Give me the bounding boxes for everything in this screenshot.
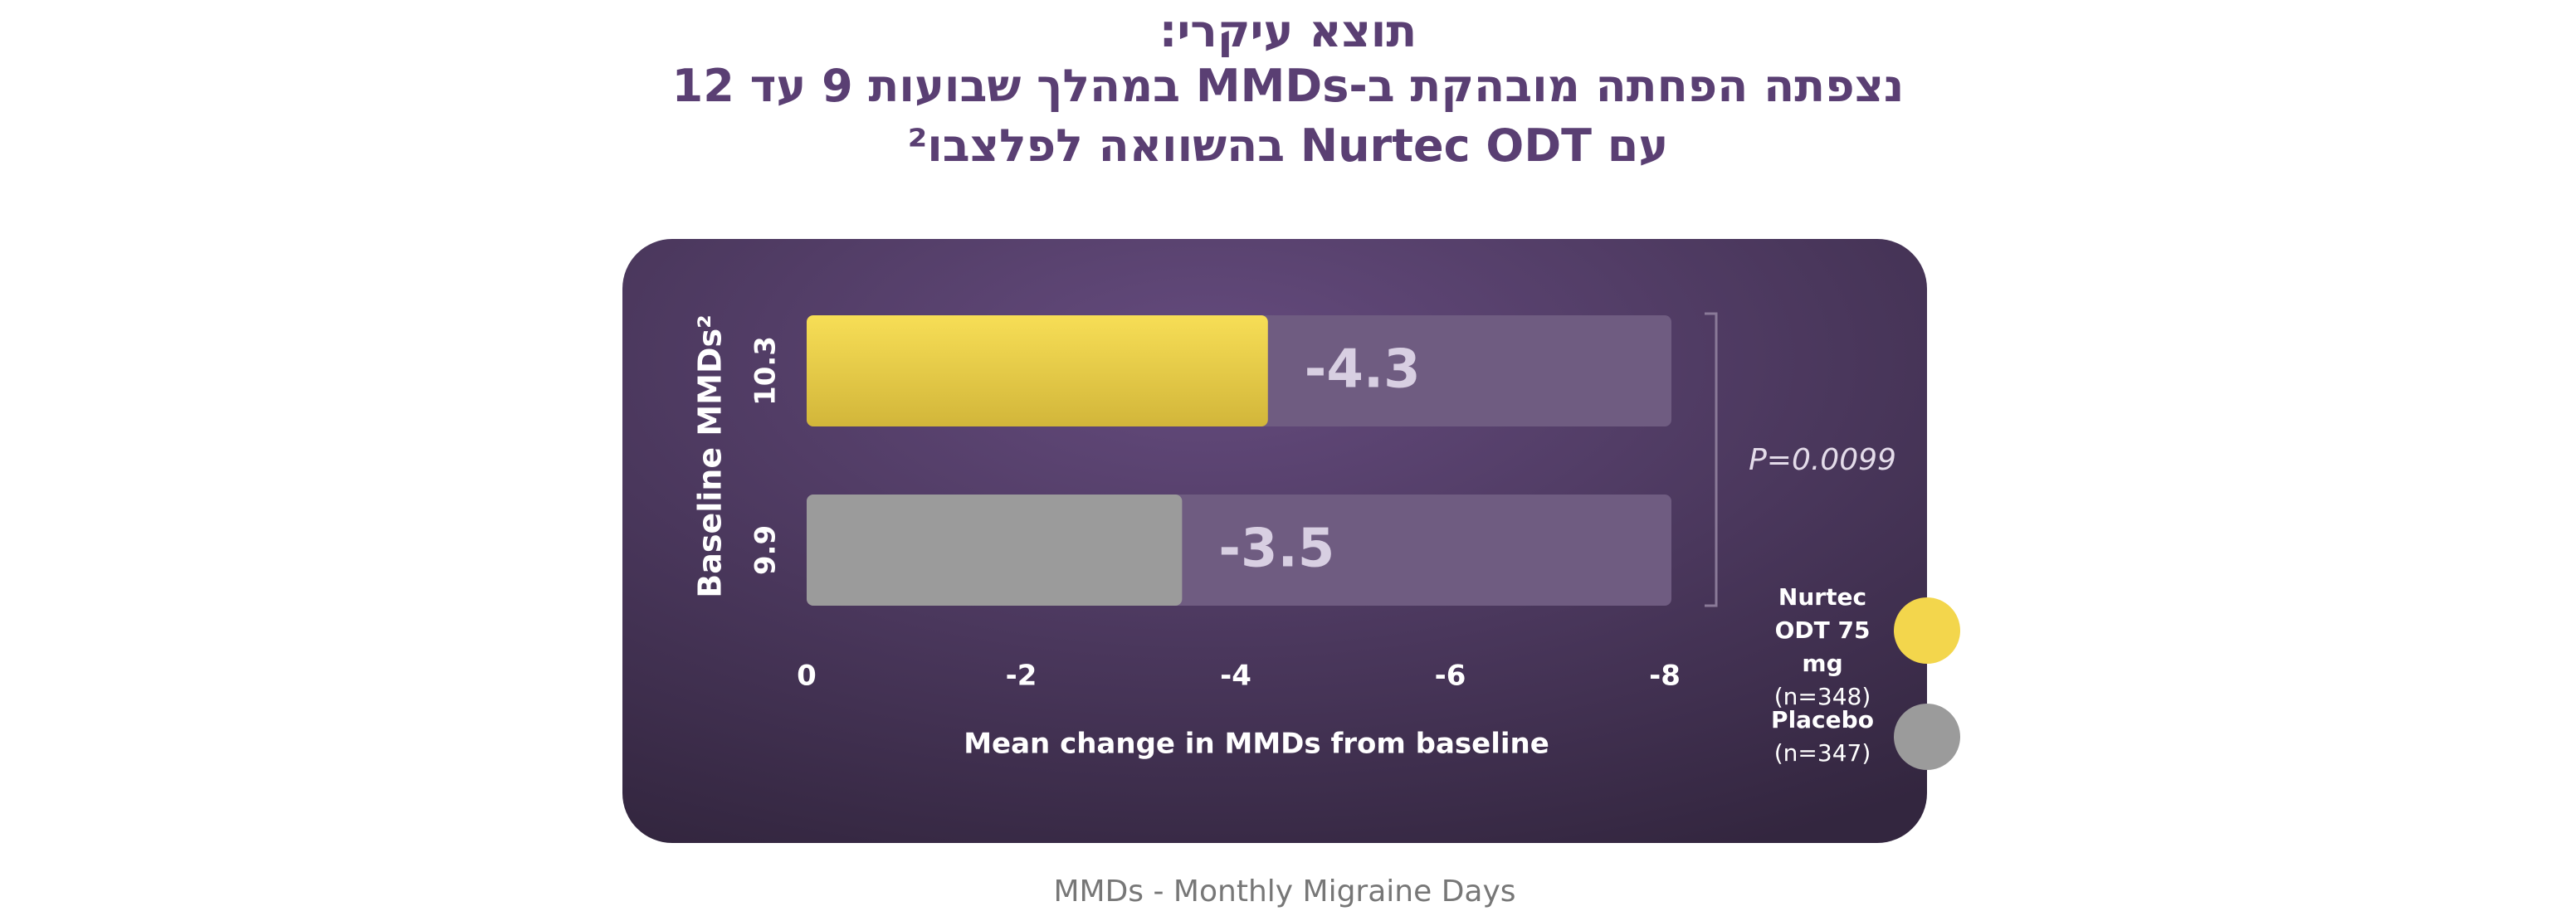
y-axis-label: Baseline MMDs² [692, 314, 729, 598]
baseline-label: 9.9 [749, 525, 783, 575]
x-axis-label: Mean change in MMDs from baseline [964, 728, 1549, 761]
x-tick-label: -4 [1220, 660, 1251, 693]
x-tick-label: -2 [1006, 660, 1037, 693]
legend-entry: Nurtec ODT 75 mg (n=348) [1731, 581, 1914, 714]
bar [807, 315, 1268, 426]
bar [807, 495, 1183, 606]
legend-swatch [1894, 704, 1960, 770]
title-line: נצפתה הפחתה מובהקת ב-MMDs במהלך שבועות 9… [671, 60, 1905, 112]
legend-swatch [1894, 597, 1960, 664]
bracket [1705, 312, 1718, 607]
value-label: -3.5 [1218, 519, 1334, 580]
legend-note: (n=348) [1773, 683, 1871, 710]
x-tick-label: -8 [1649, 660, 1681, 693]
x-tick-label: -6 [1435, 660, 1466, 693]
legend-note: (n=347) [1773, 739, 1871, 767]
x-tick-label: 0 [797, 660, 817, 693]
footnote: MMDs - Monthly Migraine Days [1053, 875, 1515, 909]
legend-entry: Placebo (n=347) [1731, 704, 1914, 770]
legend-name: Placebo [1771, 706, 1874, 733]
p-value: P=0.0099 [1749, 443, 1896, 477]
value-label: -4.3 [1305, 339, 1421, 401]
title-line: עם Nurtec ODT בהשוואה לפלצבו² [907, 119, 1669, 172]
title-line: תוצא עיקרי: [1159, 5, 1417, 57]
baseline-label: 10.3 [749, 336, 783, 406]
legend-name: Nurtec ODT 75 mg [1774, 583, 1871, 677]
